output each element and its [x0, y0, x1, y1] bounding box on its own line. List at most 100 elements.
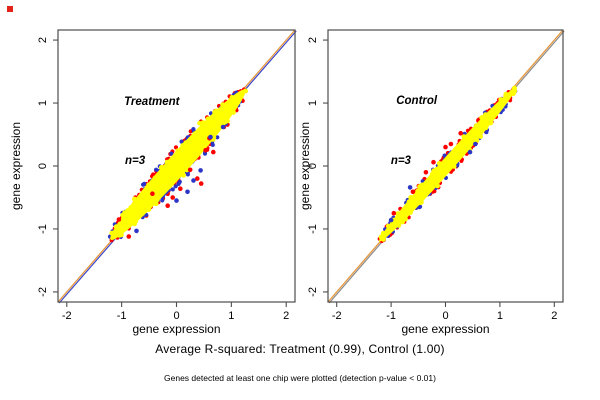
scatter-dot-yellow — [461, 134, 467, 140]
scatter-dot-yellow — [184, 167, 190, 173]
scatter-dot-yellow — [164, 159, 170, 165]
outlier-dot-red — [170, 195, 175, 200]
scatter-dot-yellow — [182, 141, 188, 147]
outlier-dot-red — [211, 149, 216, 155]
outlier-dot-red — [195, 176, 200, 181]
scatter-dot-yellow — [488, 120, 494, 126]
panel-title: Treatment — [124, 96, 181, 108]
scatter-dot-blue — [418, 204, 423, 209]
scatter-dot-yellow — [396, 222, 402, 228]
scatter-dot-yellow — [436, 161, 442, 166]
scatter-dot-blue — [176, 181, 181, 186]
y-tick-label: -2 — [37, 287, 49, 297]
scatter-dot-yellow — [510, 91, 516, 97]
x-axis-label: gene expression — [132, 322, 220, 336]
scatter-dot-yellow — [435, 183, 440, 189]
x-tick-label: 0 — [442, 310, 448, 322]
x-tick-label: -2 — [332, 310, 342, 322]
scatter-dot-blue — [179, 139, 184, 144]
scatter-dot-yellow — [385, 223, 391, 229]
x-tick-label: 1 — [228, 310, 234, 322]
cursor-marker — [7, 6, 13, 12]
outlier-dot-blue — [388, 217, 394, 223]
scatter-dot-yellow — [415, 188, 421, 194]
scatter-dot-yellow — [133, 218, 139, 224]
scatter-dot-yellow — [212, 109, 218, 115]
scatter-dot-yellow — [478, 134, 483, 139]
scatter-dot-yellow — [146, 207, 152, 212]
y-tick-label: -2 — [307, 287, 319, 297]
outlier-dot-red — [203, 148, 208, 153]
y-tick-label: 1 — [37, 100, 49, 106]
x-tick-label: -2 — [62, 310, 72, 322]
scatter-dot-blue — [173, 184, 178, 189]
scatter-dot-blue — [215, 135, 220, 140]
scatter-dot-yellow — [483, 125, 489, 131]
outlier-dot-yellow — [197, 120, 202, 126]
scatter-dot-yellow — [113, 224, 119, 230]
outlier-dot-red — [150, 191, 155, 196]
x-axis-label: gene expression — [401, 322, 489, 336]
x-tick-label: 1 — [497, 310, 503, 322]
outlier-dot-blue — [467, 149, 473, 155]
scatter-dot-yellow — [158, 165, 164, 170]
scatter-dot-yellow — [406, 199, 412, 205]
scatter-dot-yellow — [229, 95, 235, 100]
outlier-dot-blue — [208, 134, 213, 140]
scatter-dot-yellow — [417, 184, 423, 190]
sample-size-annotation: n=3 — [125, 155, 146, 167]
outlier-dot-blue — [174, 198, 179, 203]
outlier-dot-red — [165, 203, 170, 208]
scatter-dot-yellow — [395, 211, 401, 217]
outlier-dot-red — [443, 144, 448, 150]
outlier-dot-red — [423, 170, 429, 175]
y-tick-label: -1 — [307, 224, 319, 234]
outlier-dot-yellow — [146, 182, 151, 188]
scatter-dot-yellow — [152, 175, 158, 181]
x-tick-label: -1 — [386, 310, 396, 322]
scatter-dot-yellow — [503, 91, 509, 97]
sample-size-annotation: n=3 — [391, 155, 412, 167]
y-tick-label: 2 — [37, 37, 49, 43]
scatter-dot-yellow — [407, 210, 413, 215]
scatter-dot-yellow — [483, 112, 488, 118]
outlier-dot-red — [448, 141, 454, 147]
scatter-dot-red — [173, 145, 179, 150]
scatter-dot-blue — [442, 153, 447, 158]
scatter-dot-yellow — [179, 169, 185, 175]
outlier-dot-red — [410, 189, 416, 195]
scatter-dot-yellow — [380, 230, 386, 236]
x-tick-label: 2 — [283, 310, 289, 322]
outlier-dot-blue — [191, 178, 196, 183]
scatter-dot-yellow — [118, 232, 124, 238]
scatter-dot-yellow — [175, 148, 181, 154]
scatter-plot-figure: -2 -1 0 1 2 -2 -1 0 1 2 gene expression gene expres… — [9, 29, 565, 336]
dense-scatter-band — [378, 87, 516, 242]
scatter-dot-yellow — [511, 85, 517, 91]
outlier-dot-red — [458, 131, 464, 136]
panel-title: Control — [396, 95, 438, 107]
outlier-dot-red — [187, 167, 193, 173]
scatter-dot-yellow — [151, 199, 157, 205]
outlier-dot-red — [116, 217, 122, 222]
scatter-dot-yellow — [192, 131, 198, 137]
y-tick-label: 1 — [307, 100, 319, 106]
y-tick-label: -1 — [37, 224, 49, 234]
outlier-dot-blue — [220, 124, 226, 130]
y-axis-label: gene expression — [9, 122, 23, 210]
scatter-dot-yellow — [109, 230, 115, 236]
panel-treatment: -2 -1 0 1 2 -2 -1 0 1 2 gene expression gene expres… — [9, 29, 297, 336]
outlier-dot-blue — [473, 141, 478, 147]
scatter-dot-yellow — [380, 236, 386, 242]
scatter-dot-blue — [169, 151, 174, 156]
scatter-dot-yellow — [220, 102, 226, 108]
dense-scatter-band — [110, 89, 246, 240]
r-squared-caption: Average R-squared: Treatment (0.99), Con… — [155, 342, 445, 356]
x-tick-label: -1 — [117, 310, 127, 322]
outlier-dot-red — [391, 210, 397, 216]
scatter-dot-blue — [210, 142, 215, 147]
scatter-dot-yellow — [408, 195, 414, 200]
scatter-dot-blue — [160, 198, 165, 203]
x-tick-label: 2 — [551, 310, 557, 322]
